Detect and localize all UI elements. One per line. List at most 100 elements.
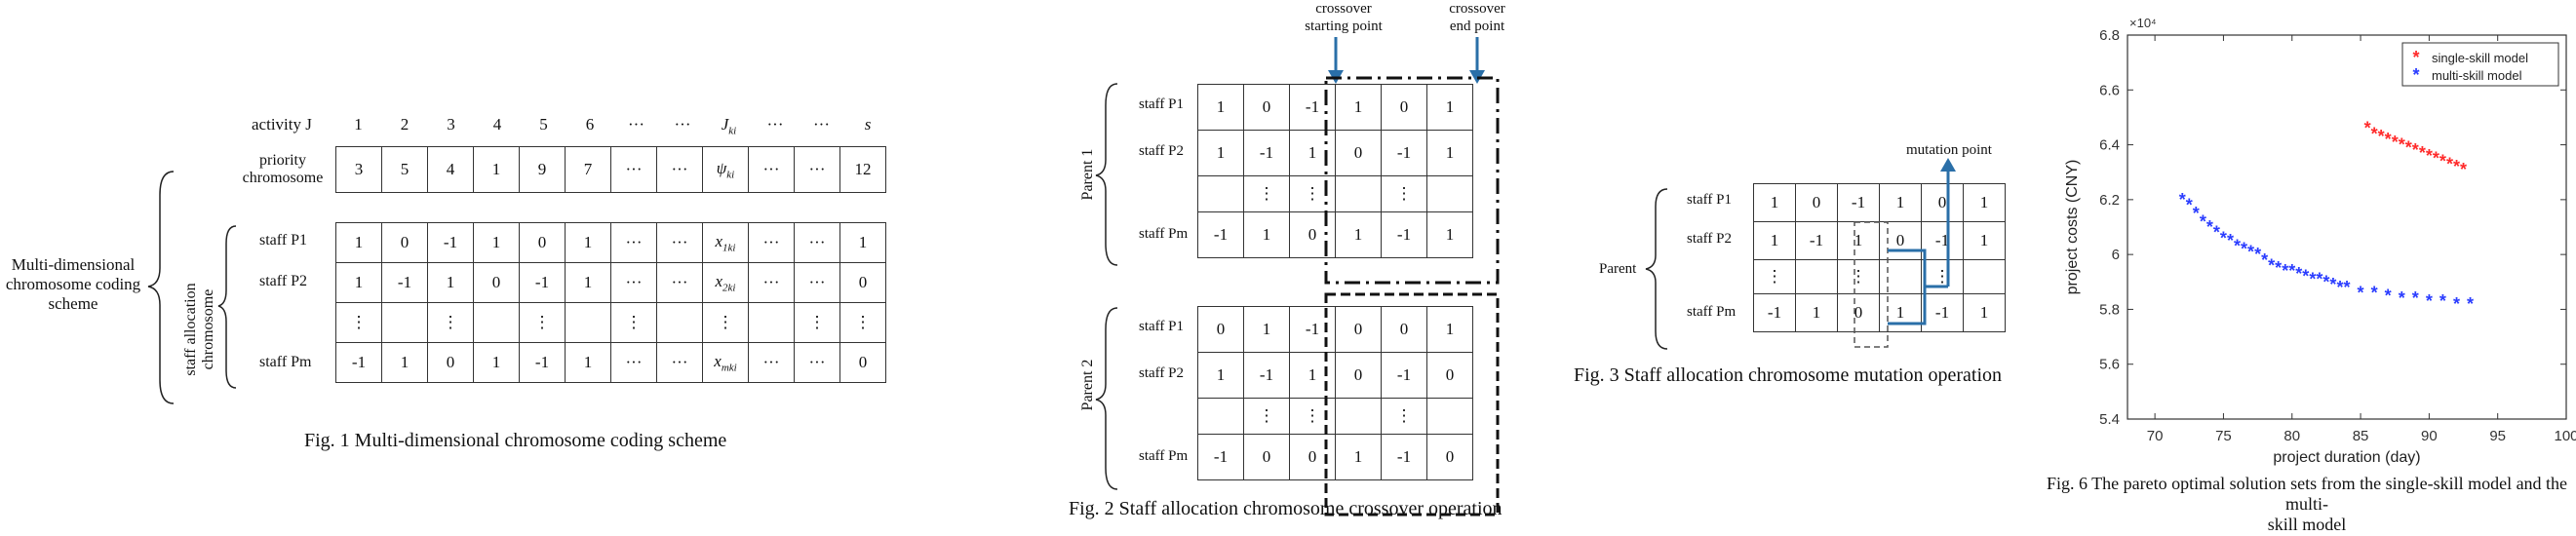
fig1-scheme-label: Multi-dimensional chromosome coding sche… [5, 255, 141, 313]
data-point-single-skill: * [2385, 130, 2392, 149]
y-axis-label: project costs (CNY) [2064, 160, 2081, 295]
y-tick-label: 6 [2112, 247, 2120, 263]
data-point-multi-skill: * [2275, 258, 2282, 278]
table-cell: ··· [794, 262, 840, 303]
legend-label: multi-skill model [2432, 68, 2522, 83]
table-cell [748, 302, 795, 343]
y-tick-label: 5.8 [2099, 301, 2120, 318]
fig3-caption: Fig. 3 Staff allocation chromosome mutat… [1574, 364, 2002, 386]
data-point-multi-skill: * [2254, 245, 2261, 264]
table-cell: 1 [1426, 306, 1473, 353]
table-cell: ··· [610, 342, 657, 383]
legend-marker: * [2412, 65, 2419, 85]
table-cell: -1 [1243, 352, 1290, 399]
data-point-single-skill: * [2419, 143, 2426, 163]
table-cell: 0 [1335, 306, 1382, 353]
table-cell: 1 [335, 262, 382, 303]
table-row: 3 5 4 1 9 7 ··· ··· ψki ··· ··· 12 [335, 146, 886, 193]
table-cell: 1 [1243, 211, 1290, 258]
table-cell: x2ki [702, 262, 749, 303]
table-row: -1 1 0 1 -1 1 ··· ··· xmki ··· ··· 0 [335, 342, 886, 383]
table-cell [381, 302, 428, 343]
fig6-caption: Fig. 6 The pareto optimal solution sets … [2046, 474, 2568, 534]
fig2-parent1-table: 1 0 -1 1 0 1 1 -1 1 0 -1 1 ⋮ ⋮ ⋮ -1 1 0 1 -1 1 [1197, 84, 1473, 258]
fig3-brace [1645, 188, 1668, 350]
table-cell: 1 [1879, 183, 1922, 222]
fig3-table: 1 0 -1 1 0 1 1 -1 1 0 -1 1 ⋮ ⋮ ⋮ -1 1 0 1 -1 1 [1753, 183, 2006, 332]
table-cell: 0 [839, 262, 886, 303]
fig2-crossover-boxes [1324, 76, 1500, 517]
table-cell: 0 [473, 262, 520, 303]
table-row: 1 -1 1 0 -1 1 ··· ··· x2ki ··· ··· 0 [335, 262, 886, 303]
pareto-chart: 70 75 80 85 90 95 100 5.4 5.6 5.8 6 6.2 6.4 6.6 6.8 ×10… [2064, 16, 2576, 466]
table-cell: 0 [839, 342, 886, 383]
table-cell: xmki [702, 342, 749, 383]
table-cell: 1 [1753, 183, 1796, 222]
data-point-multi-skill: * [2193, 204, 2200, 223]
y-tick-label: 6.4 [2099, 137, 2120, 154]
table-cell [1335, 398, 1382, 435]
activity-header: Jki [721, 115, 737, 137]
table-cell: ··· [656, 262, 703, 303]
table-cell: 1 [1335, 434, 1382, 480]
data-point-multi-skill: * [2288, 261, 2295, 281]
staff-row-label: staff P2 [1139, 364, 1184, 381]
table-cell: 12 [839, 146, 886, 193]
data-point-multi-skill: * [2227, 231, 2234, 250]
table-cell: ··· [748, 342, 795, 383]
table-cell: ψki [702, 146, 749, 193]
staff-row-label: staff P1 [1687, 192, 1732, 208]
table-cell: ··· [656, 222, 703, 263]
data-point-multi-skill: * [2439, 291, 2446, 311]
data-point-single-skill: * [2446, 154, 2453, 173]
table-cell: 0 [1426, 352, 1473, 399]
data-point-multi-skill: * [2247, 242, 2254, 261]
table-row: -1 0 0 1 -1 0 [1197, 434, 1473, 480]
data-point-single-skill: * [2378, 127, 2385, 146]
table-row: ⋮ ⋮ ⋮ [1197, 175, 1473, 212]
fig3-mutation-overlay [1854, 158, 1956, 348]
table-cell [1426, 398, 1473, 435]
table-cell: ⋮ [1381, 175, 1427, 212]
table-cell: ··· [748, 262, 795, 303]
table-cell: ⋮ [427, 302, 474, 343]
table-cell: ··· [748, 222, 795, 263]
data-point-multi-skill: * [2295, 264, 2302, 284]
y-exponent-label: ×10⁴ [2129, 16, 2157, 30]
fig2-parent2-brace [1095, 307, 1118, 490]
data-point-multi-skill: * [2329, 275, 2336, 294]
table-cell: 0 [1795, 183, 1838, 222]
data-point-multi-skill: * [2241, 240, 2247, 259]
x-axis-label: project duration (day) [2273, 449, 2420, 466]
table-cell: 0 [1243, 84, 1290, 131]
table-cell: 0 [1921, 183, 1964, 222]
fig1-priority-label: priority chromosome [242, 152, 324, 186]
table-cell: 0 [1289, 434, 1336, 480]
data-point-single-skill: * [2399, 135, 2405, 155]
table-cell: -1 [1837, 183, 1880, 222]
table-cell: 1 [565, 342, 611, 383]
table-cell: ··· [610, 262, 657, 303]
x-tick-label: 80 [2283, 428, 2300, 444]
data-point-multi-skill: * [2399, 288, 2405, 308]
data-point-single-skill: * [2364, 119, 2371, 138]
data-point-multi-skill: * [2234, 237, 2241, 256]
fig2-crossover-start-label: crossover starting point [1305, 1, 1383, 34]
table-cell: 1 [1426, 130, 1473, 176]
activity-header: ··· [766, 115, 784, 134]
table-cell: -1 [1381, 352, 1427, 399]
data-point-multi-skill: * [2426, 291, 2433, 311]
table-cell [473, 302, 520, 343]
table-row: 1 -1 1 0 -1 1 [1197, 130, 1473, 176]
table-cell [1197, 398, 1244, 435]
table-cell: ⋮ [1243, 398, 1290, 435]
table-cell [656, 302, 703, 343]
y-tick-label: 5.6 [2099, 357, 2120, 373]
y-tick-label: 5.4 [2099, 411, 2120, 428]
table-cell: -1 [1381, 130, 1427, 176]
legend-box [2401, 42, 2559, 87]
activity-header: 2 [400, 115, 410, 134]
table-cell [1879, 259, 1922, 294]
data-point-multi-skill: * [2467, 294, 2474, 314]
table-cell: 0 [1879, 221, 1922, 260]
